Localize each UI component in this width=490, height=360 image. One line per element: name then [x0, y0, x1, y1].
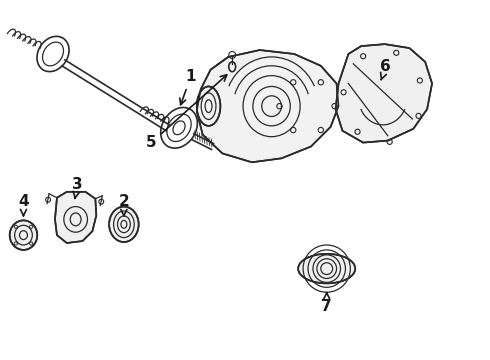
Polygon shape: [336, 44, 432, 143]
Text: 5: 5: [146, 75, 227, 150]
Text: 6: 6: [380, 59, 391, 80]
Text: 3: 3: [73, 177, 83, 198]
Ellipse shape: [10, 220, 37, 250]
Polygon shape: [55, 192, 97, 243]
Ellipse shape: [298, 254, 355, 283]
Text: 7: 7: [321, 292, 332, 314]
Text: 4: 4: [18, 194, 29, 216]
Ellipse shape: [197, 86, 220, 126]
Text: 2: 2: [119, 194, 129, 216]
Text: 1: 1: [180, 69, 196, 105]
Polygon shape: [197, 50, 339, 162]
Ellipse shape: [109, 207, 139, 242]
